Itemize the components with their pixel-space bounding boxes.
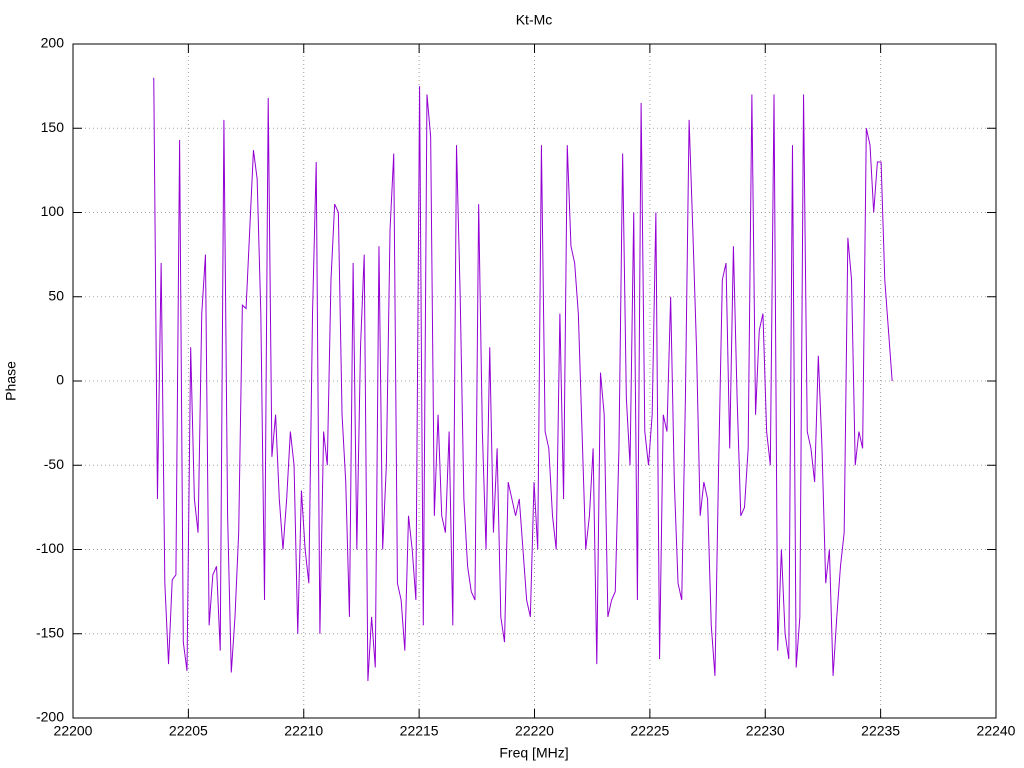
- y-tick-label: 150: [41, 119, 65, 135]
- x-tick-label: 22210: [284, 723, 323, 739]
- x-tick-label: 22220: [515, 723, 554, 739]
- y-tick-label: 100: [41, 203, 65, 219]
- x-tick-label: 22235: [861, 723, 900, 739]
- y-tick-label: -50: [44, 456, 64, 472]
- y-axis-label: Phase: [3, 361, 19, 401]
- x-tick-label: 22205: [169, 723, 208, 739]
- x-axis-label: Freq [MHz]: [499, 745, 568, 761]
- y-tick-label: 200: [41, 35, 65, 51]
- x-tick-label: 22230: [746, 723, 785, 739]
- plot-frame: [72, 43, 997, 719]
- chart-title: Kt-Mc: [516, 12, 553, 28]
- x-tick-label: 22200: [54, 723, 93, 739]
- x-tick-label: 22240: [977, 723, 1016, 739]
- y-tick-label: -200: [36, 709, 64, 725]
- x-tick-label: 22215: [400, 723, 439, 739]
- data-line: [153, 77, 893, 681]
- x-tick-label: 22225: [630, 723, 669, 739]
- y-tick-label: 0: [56, 372, 64, 388]
- y-tick-label: -150: [36, 624, 64, 640]
- y-tick-label: -100: [36, 540, 64, 556]
- y-tick-label: 50: [48, 287, 64, 303]
